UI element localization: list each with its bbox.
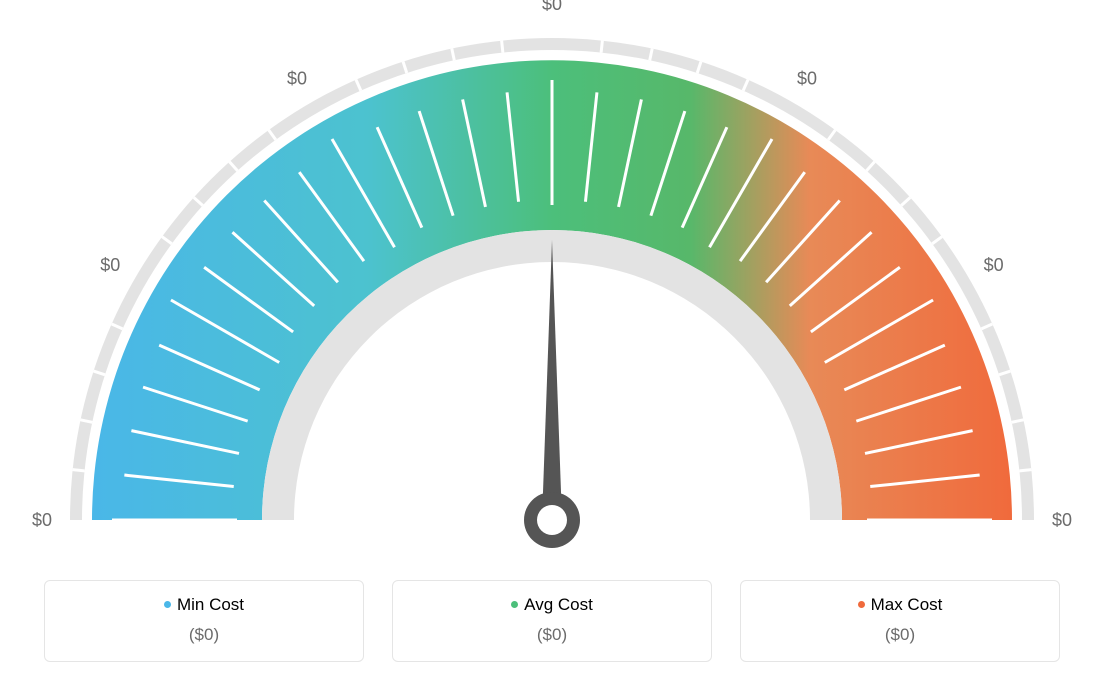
svg-text:$0: $0 (984, 255, 1004, 275)
legend-value-max: ($0) (741, 625, 1059, 645)
legend-label-avg: Avg Cost (524, 595, 593, 614)
svg-text:$0: $0 (1052, 510, 1072, 530)
svg-text:$0: $0 (100, 255, 120, 275)
legend-title-min: Min Cost (45, 595, 363, 615)
dot-icon-min (164, 601, 171, 608)
legend-value-avg: ($0) (393, 625, 711, 645)
svg-text:$0: $0 (32, 510, 52, 530)
gauge-svg: $0 $0 $0 $0 $0 $0 $0 (0, 0, 1104, 560)
legend-value-min: ($0) (45, 625, 363, 645)
legend-title-avg: Avg Cost (393, 595, 711, 615)
svg-text:$0: $0 (797, 68, 817, 88)
svg-text:$0: $0 (287, 68, 307, 88)
svg-text:$0: $0 (542, 0, 562, 14)
legend-card-min: Min Cost ($0) (44, 580, 364, 662)
legend-row: Min Cost ($0) Avg Cost ($0) Max Cost ($0… (0, 580, 1104, 662)
dot-icon-avg (511, 601, 518, 608)
legend-label-max: Max Cost (871, 595, 943, 614)
dot-icon-max (858, 601, 865, 608)
legend-title-max: Max Cost (741, 595, 1059, 615)
legend-label-min: Min Cost (177, 595, 244, 614)
legend-card-avg: Avg Cost ($0) (392, 580, 712, 662)
legend-card-max: Max Cost ($0) (740, 580, 1060, 662)
gauge-chart: $0 $0 $0 $0 $0 $0 $0 (0, 0, 1104, 565)
